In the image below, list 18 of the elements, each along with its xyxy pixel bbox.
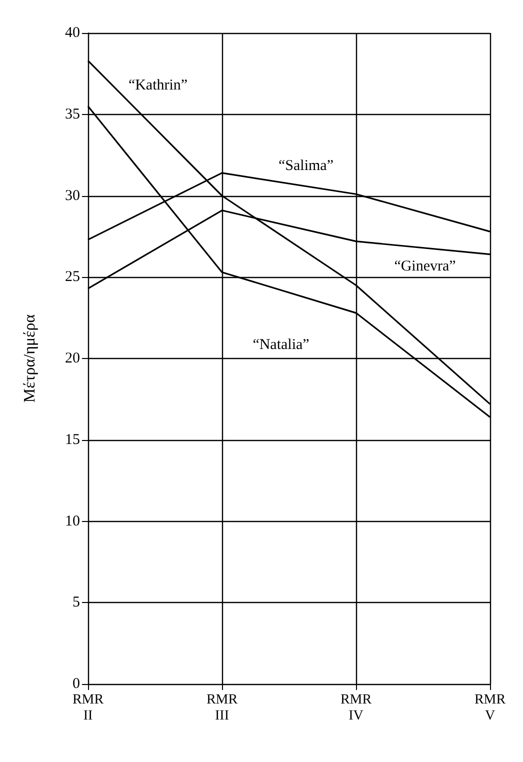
y-tick-label: 40 (65, 25, 80, 41)
x-tick-label: RMR II (72, 692, 104, 724)
x-tick-label: RMR III (206, 692, 238, 724)
text: “Natalia” (252, 336, 310, 353)
y-tick-label: 25 (65, 269, 80, 286)
x-tick-label: RMR V (474, 692, 506, 724)
series-label: “Ginevra” (394, 258, 456, 274)
y-tick-label: 15 (65, 432, 80, 448)
y-tick-label: 20 (65, 350, 80, 366)
series-label: “Salima” (278, 158, 334, 174)
y-tick-label: 0 (72, 676, 80, 692)
y-tick-label: 5 (72, 594, 80, 611)
y-tick-label: 35 (65, 106, 80, 122)
y-tick-label: 30 (65, 188, 80, 204)
series-label: “Kathrin” (128, 78, 188, 94)
y-tick-label: 10 (65, 513, 80, 530)
y-axis-title: Μέτρα/ημέρα (22, 314, 38, 403)
x-tick-label: RMR IV (340, 692, 372, 724)
